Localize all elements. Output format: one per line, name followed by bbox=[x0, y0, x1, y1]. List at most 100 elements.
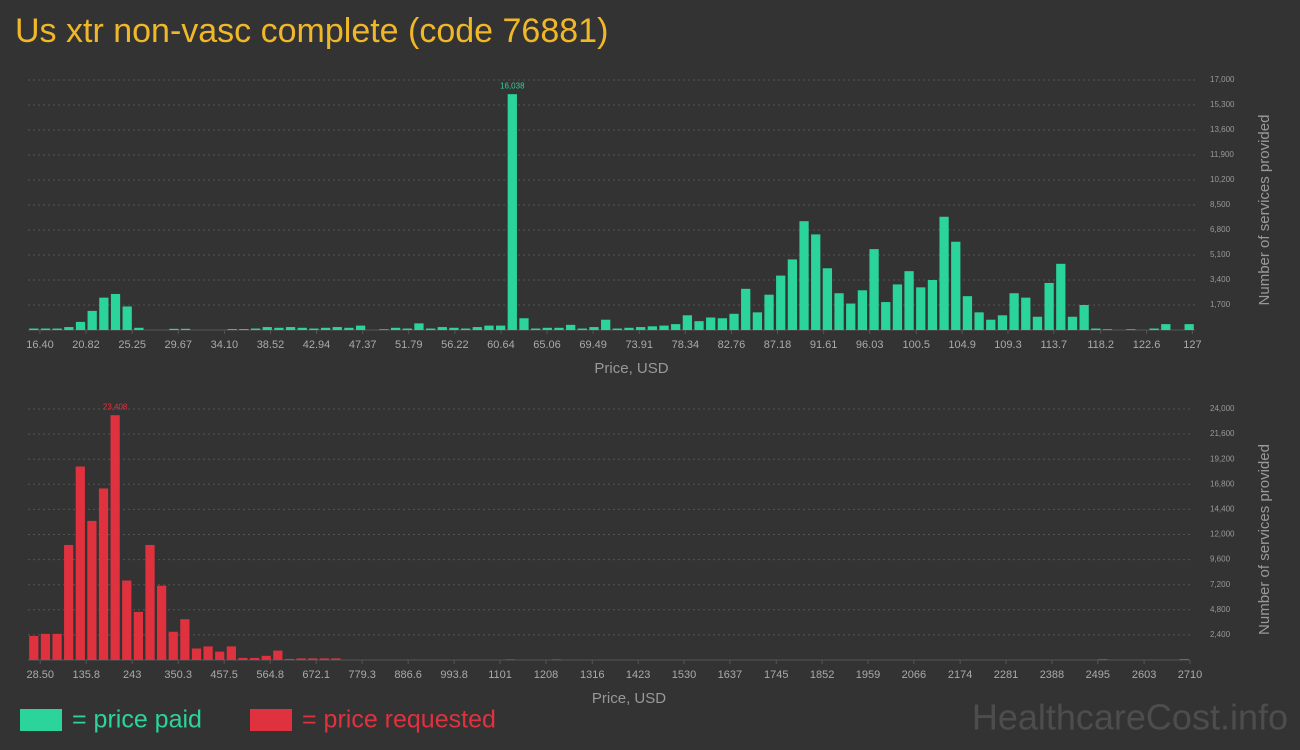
bar bbox=[1179, 658, 1189, 660]
bar bbox=[974, 312, 984, 330]
bar bbox=[460, 328, 471, 330]
bar bbox=[904, 271, 914, 330]
bar bbox=[437, 327, 447, 330]
y-tick-label: 8,500 bbox=[1210, 200, 1231, 209]
y-tick-label: 2,400 bbox=[1210, 630, 1231, 639]
bar bbox=[98, 488, 109, 660]
legend-label: = price paid bbox=[72, 706, 202, 734]
x-tick-label: 2710 bbox=[1178, 669, 1202, 681]
bar bbox=[296, 658, 306, 660]
bar bbox=[892, 284, 903, 330]
bar bbox=[1184, 324, 1194, 330]
x-tick-label: 886.6 bbox=[394, 669, 422, 681]
bar bbox=[110, 415, 120, 660]
bar bbox=[1021, 297, 1031, 330]
bar bbox=[191, 648, 202, 660]
y-tick-label: 21,600 bbox=[1210, 429, 1235, 438]
bar bbox=[285, 327, 296, 330]
x-tick-label: 118.2 bbox=[1087, 339, 1114, 351]
x-tick-label: 100.5 bbox=[903, 339, 931, 351]
bar bbox=[122, 306, 132, 330]
y-tick-label: 5,100 bbox=[1210, 250, 1231, 259]
value-label: 16,038 bbox=[500, 81, 525, 90]
bar bbox=[939, 216, 949, 330]
bar bbox=[320, 327, 331, 330]
bar bbox=[99, 297, 109, 330]
y-axis-label: Number of services provided bbox=[1256, 444, 1273, 635]
y-tick-label: 12,000 bbox=[1210, 530, 1235, 539]
bar bbox=[542, 327, 552, 330]
bar bbox=[787, 259, 798, 330]
bar bbox=[484, 325, 494, 330]
x-tick-label: 1423 bbox=[626, 669, 650, 681]
y-tick-label: 16,800 bbox=[1210, 479, 1235, 488]
bar bbox=[110, 293, 121, 330]
bar bbox=[496, 325, 506, 330]
x-tick-label: 28.50 bbox=[26, 669, 54, 681]
x-tick-label: 16.40 bbox=[26, 339, 54, 351]
x-tick-label: 82.76 bbox=[718, 339, 746, 351]
bar bbox=[169, 328, 179, 330]
y-tick-label: 13,600 bbox=[1210, 125, 1235, 134]
x-tick-label: 1637 bbox=[718, 669, 742, 681]
x-tick-label: 25.25 bbox=[118, 339, 146, 351]
value-label: 23,408 bbox=[103, 402, 128, 411]
bar bbox=[962, 296, 973, 330]
bar bbox=[846, 303, 856, 330]
bar bbox=[552, 659, 562, 660]
bar bbox=[226, 646, 236, 660]
x-tick-label: 1101 bbox=[488, 669, 512, 681]
x-tick-label: 56.22 bbox=[441, 339, 469, 351]
bar bbox=[717, 318, 727, 330]
bar bbox=[1009, 293, 1019, 330]
bar bbox=[52, 633, 62, 660]
x-tick-label: 38.52 bbox=[257, 339, 285, 351]
bar bbox=[682, 315, 692, 330]
bar bbox=[157, 585, 167, 660]
bar bbox=[799, 221, 809, 330]
bar bbox=[449, 327, 459, 330]
y-tick-label: 14,400 bbox=[1210, 505, 1235, 514]
bar bbox=[273, 650, 283, 660]
bar bbox=[297, 327, 307, 330]
x-tick-label: 1316 bbox=[580, 669, 604, 681]
bar bbox=[1079, 305, 1089, 330]
bar bbox=[869, 249, 879, 330]
bar bbox=[40, 328, 51, 330]
bar bbox=[1032, 316, 1043, 330]
x-tick-label: 51.79 bbox=[395, 339, 423, 351]
bar bbox=[612, 328, 622, 330]
bar bbox=[64, 327, 74, 330]
bar bbox=[238, 657, 248, 660]
y-tick-label: 3,400 bbox=[1210, 275, 1231, 284]
bar bbox=[671, 324, 681, 330]
x-tick-label: 73.91 bbox=[625, 339, 653, 351]
bar bbox=[1056, 263, 1066, 330]
x-axis-label: Price, USD bbox=[592, 690, 666, 707]
x-tick-label: 122.6 bbox=[1133, 339, 1161, 351]
bar bbox=[40, 633, 51, 660]
x-tick-label: 42.94 bbox=[303, 339, 331, 351]
bar bbox=[261, 655, 271, 660]
bar bbox=[505, 659, 515, 660]
bar bbox=[916, 287, 926, 330]
watermark: HealthcareCost.info bbox=[972, 697, 1288, 738]
y-axis-label: Number of services provided bbox=[1256, 115, 1273, 306]
bar bbox=[986, 319, 996, 330]
y-tick-label: 7,200 bbox=[1210, 580, 1231, 589]
bar bbox=[344, 327, 354, 330]
x-tick-label: 96.03 bbox=[856, 339, 884, 351]
y-tick-label: 11,900 bbox=[1210, 150, 1234, 159]
x-tick-label: 1208 bbox=[534, 669, 558, 681]
bar bbox=[881, 302, 891, 330]
x-tick-label: 2174 bbox=[948, 669, 972, 681]
x-tick-label: 109.3 bbox=[994, 339, 1022, 351]
bar bbox=[811, 234, 821, 330]
bar bbox=[425, 328, 436, 330]
y-tick-label: 17,000 bbox=[1210, 75, 1235, 84]
x-tick-label: 29.67 bbox=[164, 339, 192, 351]
bar bbox=[1149, 328, 1159, 330]
x-tick-label: 20.82 bbox=[72, 339, 100, 351]
x-tick-label: 87.18 bbox=[764, 339, 792, 351]
